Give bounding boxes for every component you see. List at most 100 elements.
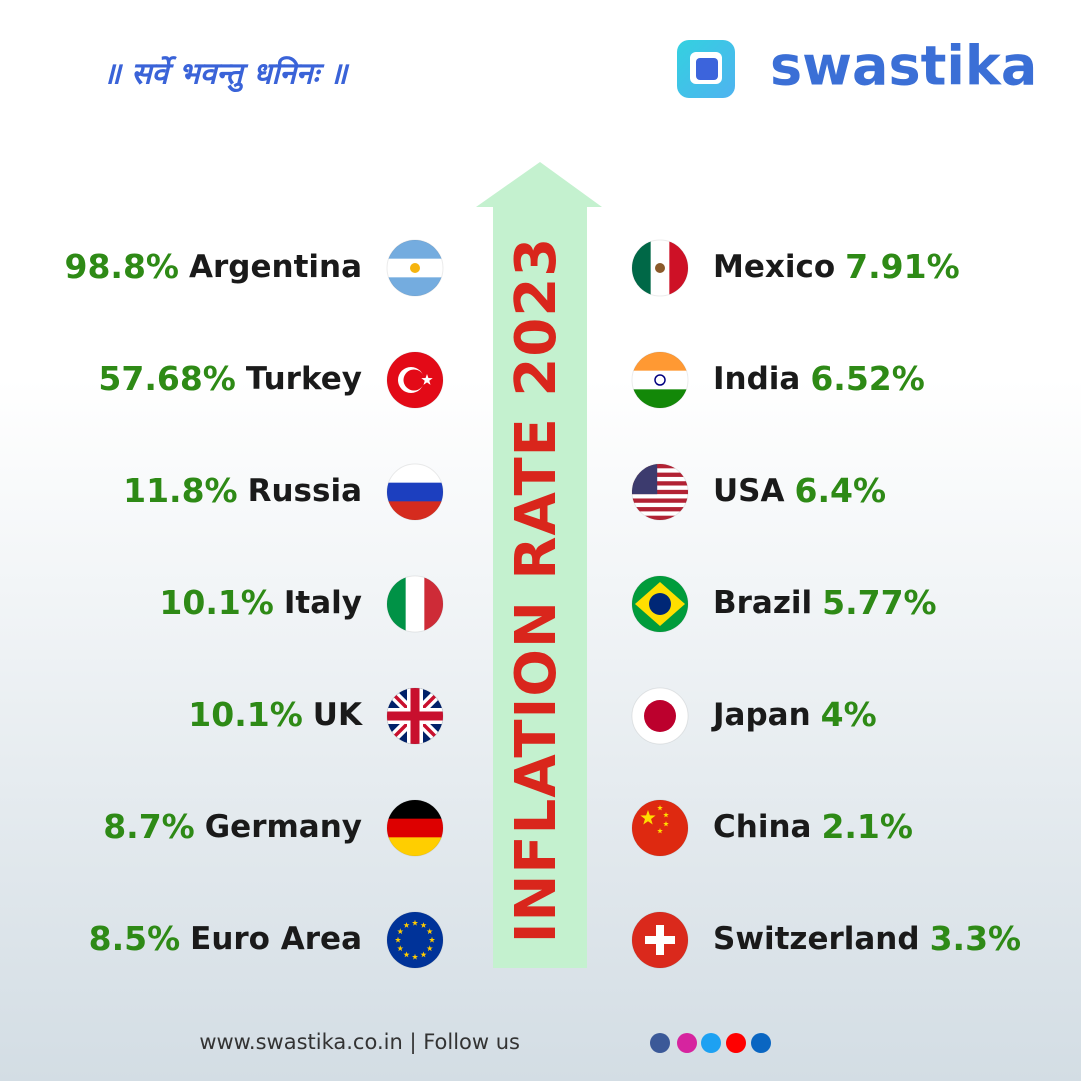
country: Argentina xyxy=(189,249,362,285)
flag-border xyxy=(631,463,689,521)
flag xyxy=(632,912,688,968)
rate: 8.5% xyxy=(89,919,181,958)
title: INFLATION RATE 2023 xyxy=(504,237,569,944)
flag-border xyxy=(386,799,444,857)
flag xyxy=(387,576,443,632)
rate: 10.1% xyxy=(159,583,274,622)
stripe xyxy=(387,464,443,484)
stripe xyxy=(387,818,443,838)
left-entry: 10.1% UK xyxy=(188,695,363,734)
star xyxy=(657,828,663,834)
stripe xyxy=(387,482,443,502)
right-entry: Brazil 5.77% xyxy=(713,583,937,622)
stripe xyxy=(632,240,652,296)
logo-icon xyxy=(677,40,735,98)
stripe xyxy=(632,389,688,408)
left-entry: 8.5% Euro Area xyxy=(89,919,362,958)
social-icons xyxy=(650,1033,771,1053)
stripe xyxy=(387,240,443,260)
footer: www.swastika.co.in | Follow us xyxy=(199,1030,520,1055)
stripe xyxy=(632,352,688,372)
flag xyxy=(387,688,443,744)
stripe xyxy=(387,277,443,296)
star xyxy=(663,812,669,818)
flag xyxy=(632,688,688,744)
star xyxy=(403,922,410,928)
country: Japan xyxy=(711,697,811,733)
stripe xyxy=(632,494,688,499)
rate: 8.7% xyxy=(103,807,195,846)
stripe xyxy=(632,511,688,516)
rate: 3.3% xyxy=(930,919,1022,958)
rate: 98.8% xyxy=(65,247,180,286)
star xyxy=(403,951,410,958)
country: Euro Area xyxy=(190,921,362,957)
right-entry: Japan 4% xyxy=(711,695,877,734)
star xyxy=(397,945,404,952)
flag-border xyxy=(631,239,689,297)
star xyxy=(428,936,436,943)
stripe xyxy=(387,576,407,632)
flag-border xyxy=(631,687,689,745)
country: USA xyxy=(713,473,785,509)
left-entry: 10.1% Italy xyxy=(159,583,362,622)
country: Mexico xyxy=(713,249,835,285)
star xyxy=(411,953,419,960)
flag xyxy=(387,464,443,520)
flag xyxy=(632,352,688,408)
rate: 2.1% xyxy=(821,807,913,846)
country: China xyxy=(713,809,811,845)
arrow xyxy=(476,162,602,968)
flag xyxy=(632,240,688,296)
stripe xyxy=(632,498,688,504)
star xyxy=(426,945,433,952)
star xyxy=(411,919,419,926)
right-entry: Switzerland 3.3% xyxy=(713,919,1021,958)
stripe xyxy=(632,481,688,486)
rate: 5.77% xyxy=(822,583,937,622)
flag-border xyxy=(631,575,689,633)
flag-border xyxy=(631,351,689,409)
country: Russia xyxy=(248,473,362,509)
stripe xyxy=(632,515,688,520)
flag xyxy=(387,352,443,408)
stripe xyxy=(632,485,688,491)
flag-border xyxy=(386,575,444,633)
stripe xyxy=(632,489,688,495)
emblem xyxy=(655,263,665,273)
flag xyxy=(632,464,688,520)
moon xyxy=(403,369,425,391)
left-entry: 8.7% Germany xyxy=(103,807,362,846)
country: Germany xyxy=(205,809,362,845)
star xyxy=(657,805,663,811)
cross xyxy=(645,936,675,944)
right-entry: USA 6.4% xyxy=(713,471,886,510)
star xyxy=(640,810,656,825)
flag-border xyxy=(386,239,444,297)
stripe xyxy=(632,464,688,469)
right-entry: India 6.52% xyxy=(713,359,925,398)
stripe xyxy=(632,476,688,482)
rate: 6.4% xyxy=(795,471,887,510)
stripe xyxy=(387,501,443,520)
stripe xyxy=(632,472,688,478)
flag-border xyxy=(386,911,444,969)
left-entry: 57.68% Turkey xyxy=(98,359,362,398)
star xyxy=(420,951,427,958)
star xyxy=(426,928,433,935)
flag xyxy=(387,800,443,856)
stripe xyxy=(424,576,443,632)
stripe xyxy=(632,370,688,390)
tagline: ॥ सर्वे भवन्तु धनिनः ॥ xyxy=(103,56,350,93)
stripe xyxy=(632,468,688,473)
flag xyxy=(387,912,443,968)
stripe xyxy=(387,837,443,856)
chakra xyxy=(654,374,666,386)
left-entry: 98.8% Argentina xyxy=(65,247,363,286)
flag-border xyxy=(631,911,689,969)
country: Brazil xyxy=(713,585,812,621)
flag-border xyxy=(386,687,444,745)
country: UK xyxy=(313,697,363,733)
